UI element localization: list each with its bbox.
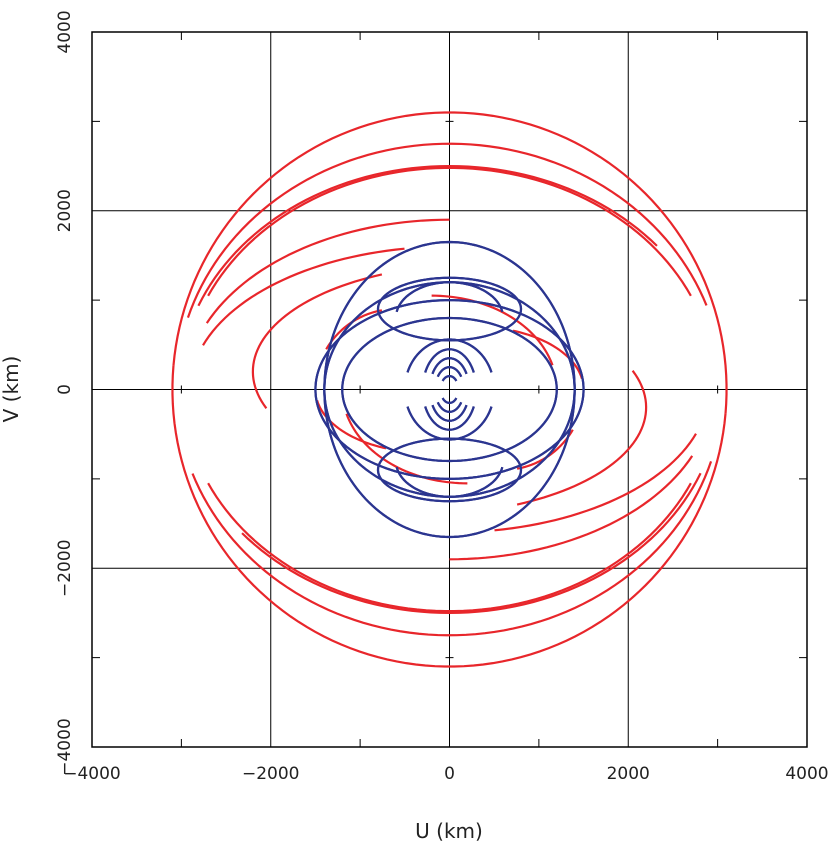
red-uv-track (345, 413, 468, 485)
x-tick-labels: −4000 −2000 0 2000 4000 (63, 764, 828, 784)
blue-uv-track (406, 406, 493, 441)
blue-uv-track (314, 299, 585, 480)
blue-uv-track (395, 466, 504, 498)
red-uv-track (251, 273, 383, 409)
red-uv-track (449, 455, 694, 561)
blue-uv-track (424, 348, 475, 373)
red-uv-track (197, 164, 658, 307)
y-tick-label: −4000 (55, 718, 75, 776)
red-uv-track (316, 400, 387, 450)
y-tick-label: 0 (55, 384, 75, 395)
blue-uv-track (436, 401, 463, 413)
red-uv-track (205, 218, 450, 324)
blue-uv-track (441, 374, 458, 382)
x-tick-label: 2000 (607, 764, 650, 784)
y-tick-label: 4000 (55, 10, 75, 53)
x-tick-label: −4000 (63, 764, 121, 784)
blue-uv-track (431, 404, 468, 422)
blue-uv-track (431, 357, 468, 375)
x-axis-title: U (km) (415, 819, 483, 843)
x-tick-label: 0 (444, 764, 455, 784)
blue-uv-track (441, 397, 458, 405)
blue-uv-track (323, 281, 576, 498)
grid-lines (92, 32, 807, 747)
red-uv-track (431, 294, 554, 366)
blue-uv-track (376, 276, 523, 342)
blue-uv-track (436, 366, 463, 378)
red-uv-track (207, 482, 692, 613)
red-uv-track (171, 365, 727, 668)
red-uv-track (516, 370, 648, 506)
red-uv-track (207, 166, 692, 297)
blue-uv-track (395, 281, 504, 313)
blue-uv-track (341, 316, 558, 463)
blue-uv-track (424, 406, 475, 431)
red-uv-track (202, 247, 405, 346)
y-tick-label: 2000 (55, 189, 75, 232)
y-tick-label: −2000 (55, 539, 75, 597)
red-uv-track (186, 142, 708, 319)
x-tick-label: 4000 (785, 764, 828, 784)
red-uv-track (512, 329, 583, 379)
blue-uv-track (406, 338, 493, 373)
red-uv-track (172, 111, 728, 414)
x-tick-label: −2000 (242, 764, 300, 784)
blue-uv-track (376, 437, 523, 503)
red-uv-track (241, 472, 702, 615)
uv-tracks (171, 111, 728, 668)
y-tick-labels: −4000 −2000 0 2000 4000 (55, 10, 75, 775)
red-uv-track (494, 433, 697, 532)
y-axis-title: V (km) (0, 356, 23, 423)
red-uv-track (191, 460, 713, 637)
